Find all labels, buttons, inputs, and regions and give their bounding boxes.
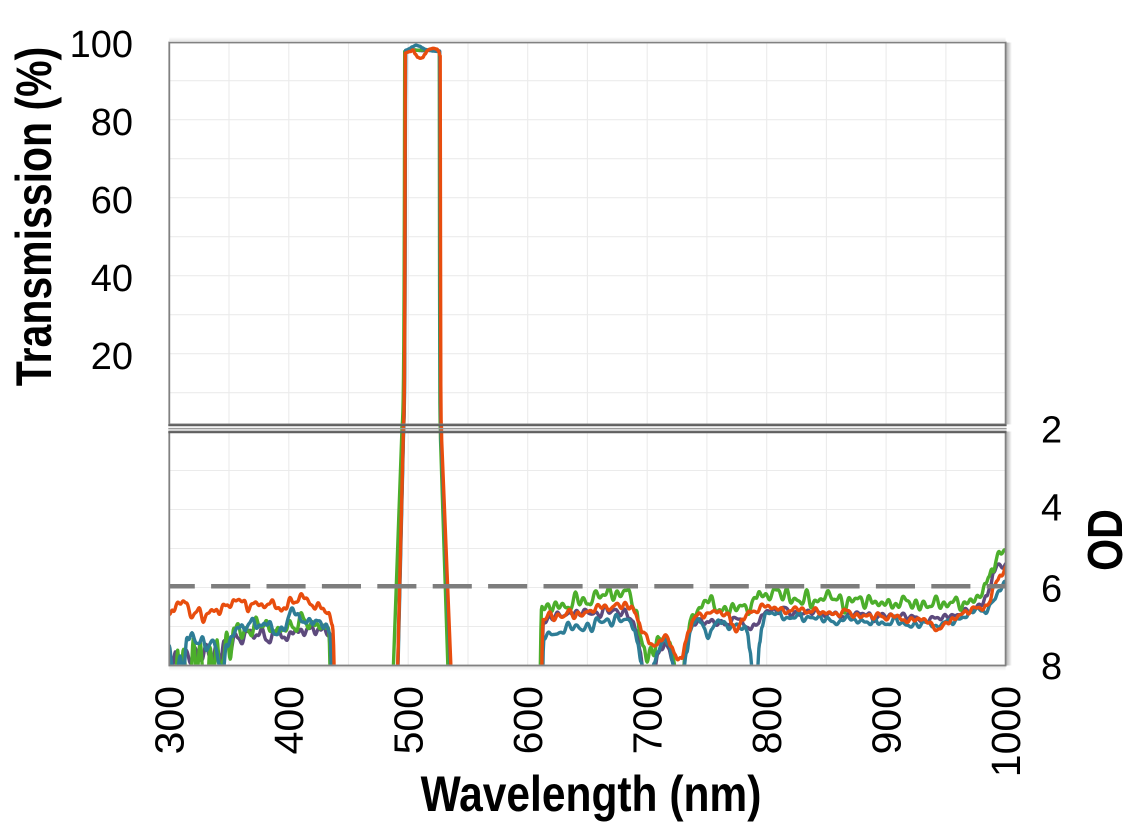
svg-text:600: 600 bbox=[505, 686, 551, 754]
svg-text:Transmission (%): Transmission (%) bbox=[6, 47, 62, 386]
svg-text:800: 800 bbox=[744, 686, 790, 754]
svg-text:8: 8 bbox=[1041, 646, 1062, 688]
svg-text:500: 500 bbox=[386, 686, 432, 754]
svg-text:1000: 1000 bbox=[983, 686, 1029, 777]
svg-text:2: 2 bbox=[1041, 410, 1062, 452]
svg-text:6: 6 bbox=[1041, 569, 1062, 611]
svg-text:100: 100 bbox=[70, 24, 133, 66]
svg-text:Wavelength (nm): Wavelength (nm) bbox=[421, 766, 762, 822]
svg-text:700: 700 bbox=[625, 686, 671, 754]
svg-text:4: 4 bbox=[1041, 488, 1062, 530]
svg-text:80: 80 bbox=[91, 102, 133, 144]
svg-text:OD: OD bbox=[1078, 509, 1133, 571]
svg-text:400: 400 bbox=[266, 686, 312, 754]
svg-text:900: 900 bbox=[864, 686, 910, 754]
svg-text:300: 300 bbox=[147, 686, 193, 754]
svg-text:60: 60 bbox=[91, 180, 133, 222]
svg-text:20: 20 bbox=[91, 336, 133, 378]
svg-text:40: 40 bbox=[91, 258, 133, 300]
